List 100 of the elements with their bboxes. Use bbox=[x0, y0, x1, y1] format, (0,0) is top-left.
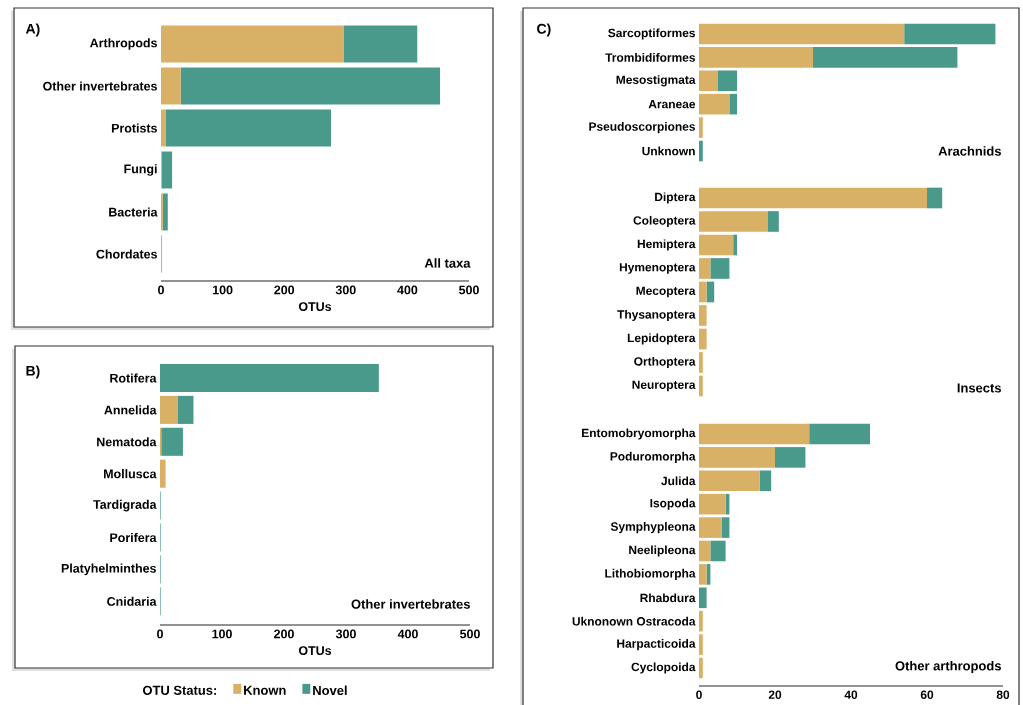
bar bbox=[165, 109, 332, 147]
text: C) bbox=[537, 23, 551, 37]
y-tick-label: Hymenoptera bbox=[619, 263, 696, 274]
bar bbox=[699, 93, 730, 115]
x-tick-label: 0 bbox=[158, 285, 164, 295]
y-tick-label: Lepidoptera bbox=[627, 333, 696, 345]
y-tick-label: Other invertebrates bbox=[43, 81, 157, 91]
text: B) bbox=[26, 365, 40, 379]
bar bbox=[699, 610, 703, 632]
y-tick-label: Trombidiformes bbox=[605, 53, 695, 62]
bar bbox=[161, 109, 166, 147]
annotation: Other invertebrates bbox=[351, 599, 470, 609]
x-tick-label: 80 bbox=[996, 690, 1010, 699]
y-tick-label: Tardigrada bbox=[93, 499, 157, 512]
bar bbox=[162, 193, 168, 231]
bar bbox=[180, 67, 441, 105]
bar bbox=[699, 423, 810, 445]
bar bbox=[699, 211, 768, 232]
y-tick-label: Unknown bbox=[642, 146, 695, 156]
y-tick-label: Platyhelminthes bbox=[61, 563, 156, 576]
bar bbox=[160, 395, 178, 424]
x-tick-label: 300 bbox=[335, 629, 356, 639]
bar bbox=[699, 634, 703, 655]
y-tick-label: Protists bbox=[111, 123, 157, 133]
x-tick-label: 500 bbox=[460, 629, 480, 639]
y-tick-label: Lithobiomorpha bbox=[605, 568, 696, 580]
x-tick-label: 100 bbox=[212, 629, 232, 639]
bar bbox=[699, 305, 707, 326]
y-tick-label: Mecoptera bbox=[636, 286, 696, 298]
y-tick-label: Annelida bbox=[104, 405, 157, 415]
bar bbox=[729, 93, 738, 115]
x-tick-label: 60 bbox=[920, 690, 934, 699]
bar bbox=[710, 540, 726, 562]
y-tick-label: Neuroptera bbox=[632, 380, 696, 392]
bar bbox=[699, 234, 734, 256]
bar bbox=[775, 447, 806, 468]
bar bbox=[699, 140, 703, 162]
bar bbox=[927, 187, 943, 209]
y-tick-label: Isopoda bbox=[650, 498, 696, 510]
bar bbox=[160, 363, 379, 393]
bar bbox=[809, 423, 871, 445]
bar bbox=[699, 564, 707, 585]
x-tick-label: 300 bbox=[335, 285, 356, 295]
y-tick-label: Fungi bbox=[124, 164, 157, 176]
y-tick-label: Pseudoscorpiones bbox=[589, 122, 695, 134]
y-tick-label: Porifera bbox=[110, 532, 157, 543]
y-tick-label: Mesostigmata bbox=[616, 75, 696, 87]
bar bbox=[699, 587, 707, 609]
bar bbox=[767, 211, 779, 232]
bar bbox=[160, 459, 166, 488]
y-tick-label: Poduromorpha bbox=[610, 451, 696, 463]
bar bbox=[733, 234, 738, 256]
bar bbox=[699, 493, 726, 515]
y-tick-label: Sarcoptiformes bbox=[608, 28, 695, 40]
x-tick-label: 20 bbox=[768, 690, 782, 699]
y-tick-label: Uknonown Ostracoda bbox=[572, 616, 696, 626]
bar bbox=[161, 151, 173, 189]
bar bbox=[699, 258, 711, 279]
bar bbox=[699, 117, 703, 138]
bar bbox=[813, 47, 958, 68]
bar bbox=[343, 25, 418, 63]
x-axis-title: OTUs bbox=[298, 646, 332, 655]
bar bbox=[699, 657, 703, 679]
bar bbox=[177, 395, 194, 424]
bar bbox=[699, 281, 707, 303]
y-tick-label: Rhabdura bbox=[640, 593, 696, 603]
annotation: Other arthropods bbox=[895, 660, 1001, 674]
y-tick-label: Symphypleona bbox=[610, 522, 696, 534]
y-tick-label: Cnidaria bbox=[107, 596, 157, 606]
x-tick-label: 400 bbox=[397, 629, 418, 639]
x-tick-label: 100 bbox=[213, 285, 233, 295]
bar bbox=[699, 23, 905, 45]
bar bbox=[699, 375, 703, 397]
x-tick-label: 0 bbox=[157, 629, 163, 639]
y-tick-label: Hemiptera bbox=[637, 239, 696, 251]
bar bbox=[759, 470, 772, 492]
bar bbox=[904, 23, 996, 45]
annotation: Insects bbox=[957, 383, 1001, 393]
x-tick-label: 400 bbox=[397, 285, 418, 295]
bar bbox=[161, 427, 183, 456]
legend-title: OTU Status: bbox=[142, 685, 217, 695]
bar bbox=[699, 70, 719, 92]
x-tick-label: 200 bbox=[274, 285, 295, 295]
y-tick-label: Neelipleona bbox=[629, 545, 696, 557]
bar bbox=[161, 67, 181, 105]
x-axis-title: OTUs bbox=[298, 302, 332, 311]
bar bbox=[699, 352, 703, 373]
y-tick-label: Harpacticoida bbox=[617, 639, 696, 651]
bar bbox=[721, 517, 730, 538]
bar bbox=[699, 447, 776, 468]
x-tick-label: 200 bbox=[274, 629, 294, 639]
bar bbox=[699, 328, 707, 350]
bar bbox=[699, 517, 722, 538]
y-tick-label: Chordates bbox=[96, 249, 157, 259]
bar bbox=[699, 540, 711, 562]
y-tick-label: Mollusca bbox=[104, 469, 157, 479]
bar bbox=[699, 470, 760, 492]
annotation: Arachnids bbox=[938, 146, 1001, 156]
bar bbox=[161, 25, 344, 63]
bar bbox=[710, 258, 730, 279]
